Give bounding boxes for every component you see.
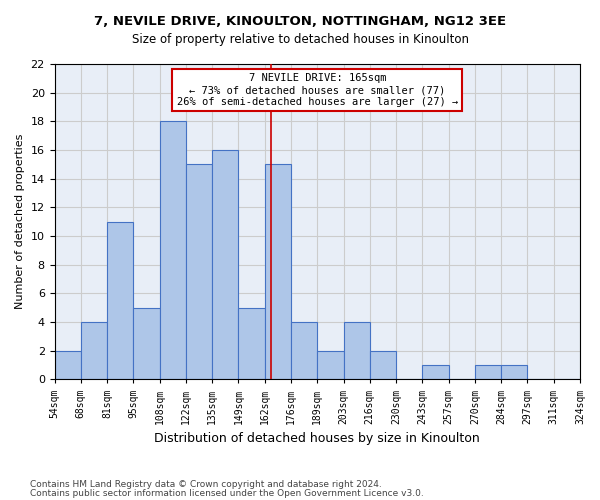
Bar [344,322,370,380]
Bar [475,365,501,380]
Bar [212,150,238,380]
Bar [422,365,449,380]
Bar [160,122,186,380]
X-axis label: Distribution of detached houses by size in Kinoulton: Distribution of detached houses by size … [154,432,480,445]
Bar [186,164,212,380]
Bar [317,350,344,380]
Bar [291,322,317,380]
Bar [55,350,81,380]
Text: Contains HM Land Registry data © Crown copyright and database right 2024.: Contains HM Land Registry data © Crown c… [30,480,382,489]
Bar [265,164,291,380]
Bar [501,365,527,380]
Y-axis label: Number of detached properties: Number of detached properties [15,134,25,310]
Bar [370,350,396,380]
Text: Size of property relative to detached houses in Kinoulton: Size of property relative to detached ho… [131,32,469,46]
Text: 7 NEVILE DRIVE: 165sqm
← 73% of detached houses are smaller (77)
26% of semi-det: 7 NEVILE DRIVE: 165sqm ← 73% of detached… [176,74,458,106]
Bar [133,308,160,380]
Bar [107,222,133,380]
Text: 7, NEVILE DRIVE, KINOULTON, NOTTINGHAM, NG12 3EE: 7, NEVILE DRIVE, KINOULTON, NOTTINGHAM, … [94,15,506,28]
Text: Contains public sector information licensed under the Open Government Licence v3: Contains public sector information licen… [30,488,424,498]
Bar [81,322,107,380]
Bar [238,308,265,380]
